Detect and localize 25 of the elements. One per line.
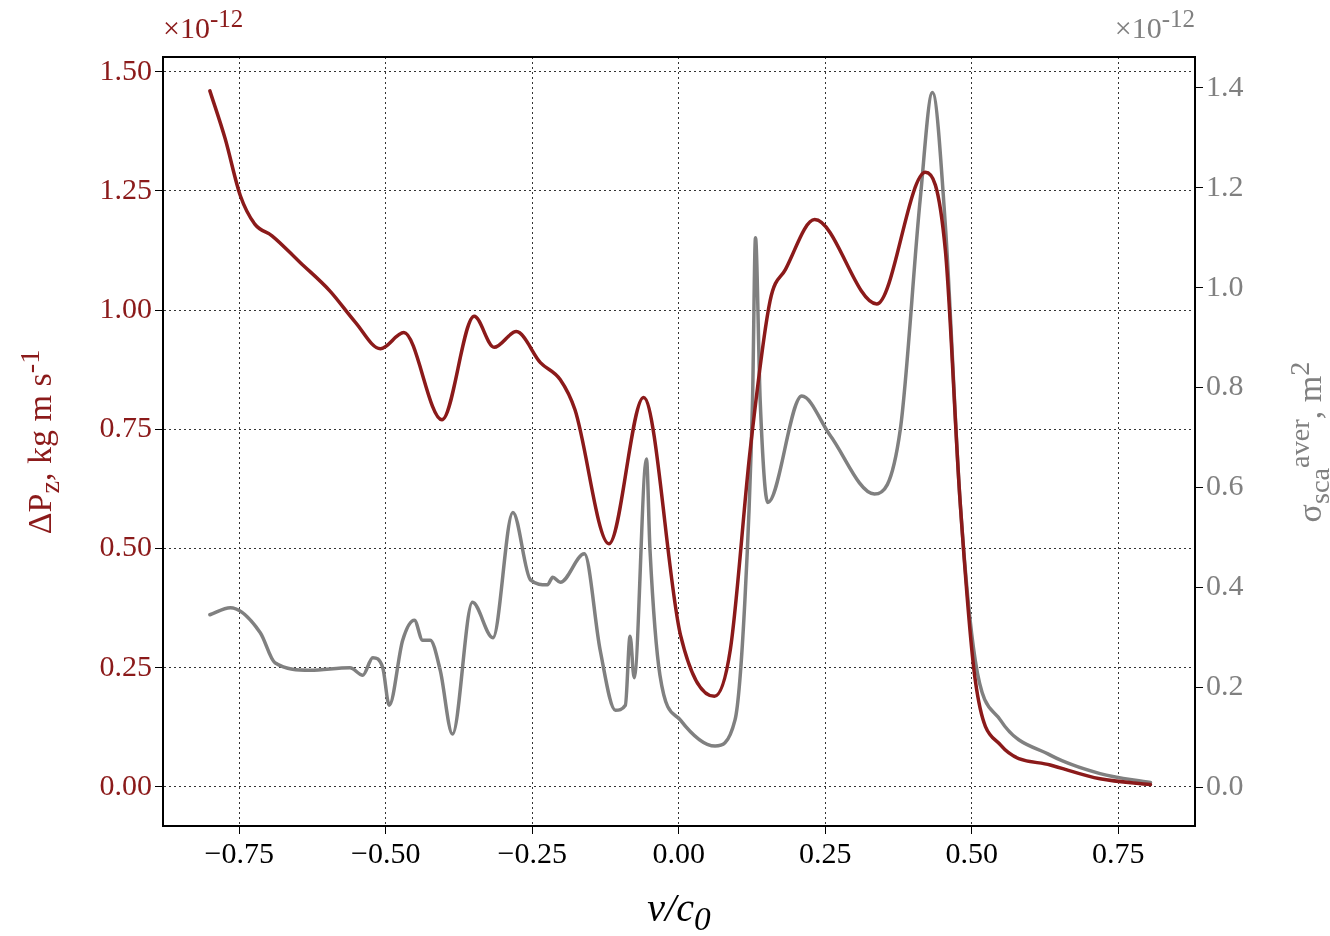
y-tick-label: 1.00	[99, 291, 152, 325]
y2-tick-label: 0.2	[1206, 668, 1244, 702]
y2-tick-label: 0.4	[1206, 568, 1244, 602]
x-tick-label: 0.25	[798, 835, 852, 869]
text: ×10$^{-12}$	[1114, 5, 1195, 45]
y-tick-label: 0.50	[99, 529, 152, 563]
y-tick-label: 1.50	[99, 52, 152, 86]
y2-tick-label: 1.2	[1206, 168, 1244, 202]
y2-tick-label: 1.4	[1206, 68, 1244, 102]
y2-tick-label: 0.6	[1206, 468, 1244, 502]
x-tick-label: 0.00	[652, 835, 705, 869]
y2-tick-label: 0.0	[1206, 767, 1244, 801]
x-tick-label: −0.50	[350, 835, 421, 869]
y-tick-label: 0.75	[99, 410, 152, 444]
y-tick-label: 0.25	[99, 648, 152, 682]
y2-tick-label: 1.0	[1206, 268, 1244, 302]
x-tick-label: −0.75	[204, 835, 274, 869]
x-tick-label: 0.75	[1091, 835, 1145, 869]
x-axis-title: v/c$_{0}$	[647, 884, 711, 936]
y2-tick-label: 0.8	[1206, 368, 1244, 402]
y-tick-label: 0.00	[99, 767, 152, 801]
x-tick-label: 0.50	[945, 835, 998, 869]
x-tick-label: −0.25	[497, 835, 567, 869]
y-tick-label: 1.25	[99, 171, 152, 205]
text: ×10$^{-12}$	[163, 5, 244, 45]
